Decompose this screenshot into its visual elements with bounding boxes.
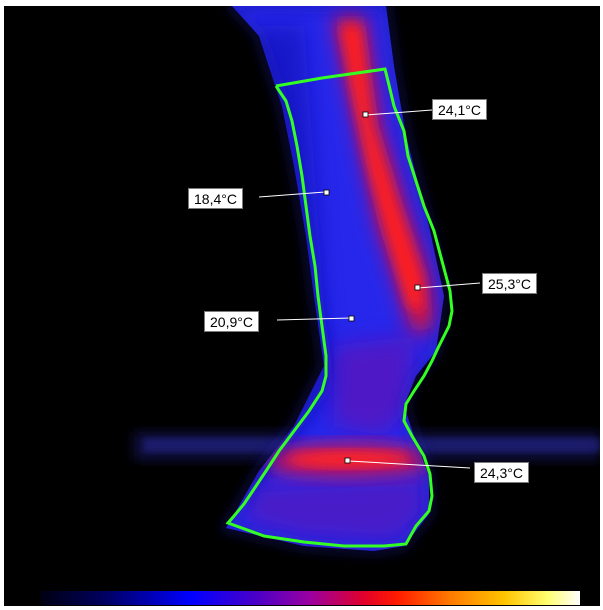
roi-outline bbox=[225, 67, 454, 548]
measurement-markers bbox=[258, 109, 481, 469]
temperature-label: 25,3°C bbox=[482, 273, 537, 294]
temperature-label: 24,1°C bbox=[432, 99, 487, 120]
temperature-label: 24,3°C bbox=[474, 462, 529, 483]
color-scale-bar bbox=[40, 591, 580, 605]
thermal-image bbox=[4, 6, 600, 606]
temperature-label: 18,4°C bbox=[188, 188, 243, 209]
temperature-label: 20,9°C bbox=[204, 311, 259, 332]
